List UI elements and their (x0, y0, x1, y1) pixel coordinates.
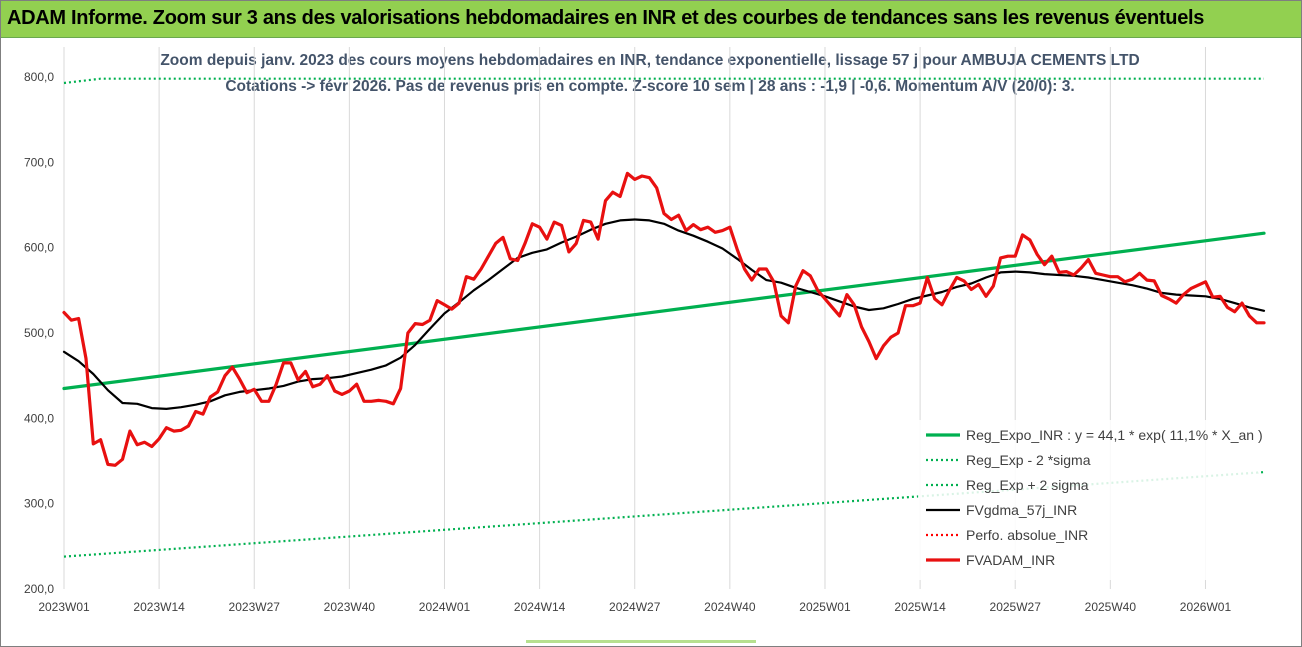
plot-area (62, 77, 1266, 558)
y-tick-label: 200,0 (24, 582, 54, 596)
x-tick-label: 2024W01 (419, 600, 471, 614)
series-line-2 (63, 77, 1264, 85)
series-line-1 (63, 471, 1265, 558)
y-tick-labels: 200,0 300,0 400,0 500,0 600,0 700,0 800,0 (24, 70, 54, 596)
y-tick-label: 800,0 (24, 70, 54, 84)
legend-entry: Reg_Expo_INR : y = 44,1 * exp( 11,1% * X… (966, 427, 1263, 443)
x-tick-label: 2024W40 (704, 600, 756, 614)
series-line-3 (62, 218, 1266, 410)
y-tick-label: 700,0 (24, 155, 54, 169)
legend-entry: Reg_Exp + 2 sigma (966, 477, 1089, 493)
x-tick-label: 2026W01 (1180, 600, 1232, 614)
legend-entry: Reg_Exp - 2 *sigma (966, 452, 1091, 468)
x-tick-label: 2025W40 (1085, 600, 1137, 614)
chart-title: Zoom depuis janv. 2023 des cours moyens … (160, 52, 1140, 69)
legend-background (918, 420, 1258, 580)
x-tick-labels: 2023W01 2023W14 2023W27 2023W40 2024W01 2024W… (38, 600, 1231, 614)
x-tick-label: 2025W27 (990, 600, 1042, 614)
x-tick-label: 2023W27 (229, 600, 281, 614)
bottom-scroll-indicator (526, 640, 756, 643)
chart-subtitle: Cotations -> févr 2026. Pas de revenus p… (225, 78, 1075, 95)
report-banner: ADAM Informe. Zoom sur 3 ans des valoris… (1, 1, 1301, 38)
x-tick-label: 2023W01 (38, 600, 90, 614)
x-tick-label: 2024W14 (514, 600, 566, 614)
legend-entry: FVADAM_INR (966, 552, 1055, 568)
y-tick-label: 600,0 (24, 241, 54, 255)
x-tick-label: 2023W14 (133, 600, 185, 614)
x-tick-label: 2025W14 (894, 600, 946, 614)
legend-entry: Perfo. absolue_INR (966, 527, 1088, 543)
series-line-5 (62, 171, 1266, 467)
x-tick-label: 2025W01 (799, 600, 851, 614)
report-title: ADAM Informe. Zoom sur 3 ans des valoris… (7, 7, 1205, 29)
legend-entry: FVgdma_57j_INR (966, 502, 1077, 518)
chart-legend: Reg_Expo_INR : y = 44,1 * exp( 11,1% * X… (918, 420, 1263, 580)
x-tick-label: 2024W27 (609, 600, 661, 614)
y-tick-label: 500,0 (24, 326, 54, 340)
y-tick-label: 400,0 (24, 411, 54, 425)
y-tick-label: 300,0 (24, 497, 54, 511)
x-tick-label: 2023W40 (324, 600, 376, 614)
series-line-0 (62, 231, 1266, 391)
